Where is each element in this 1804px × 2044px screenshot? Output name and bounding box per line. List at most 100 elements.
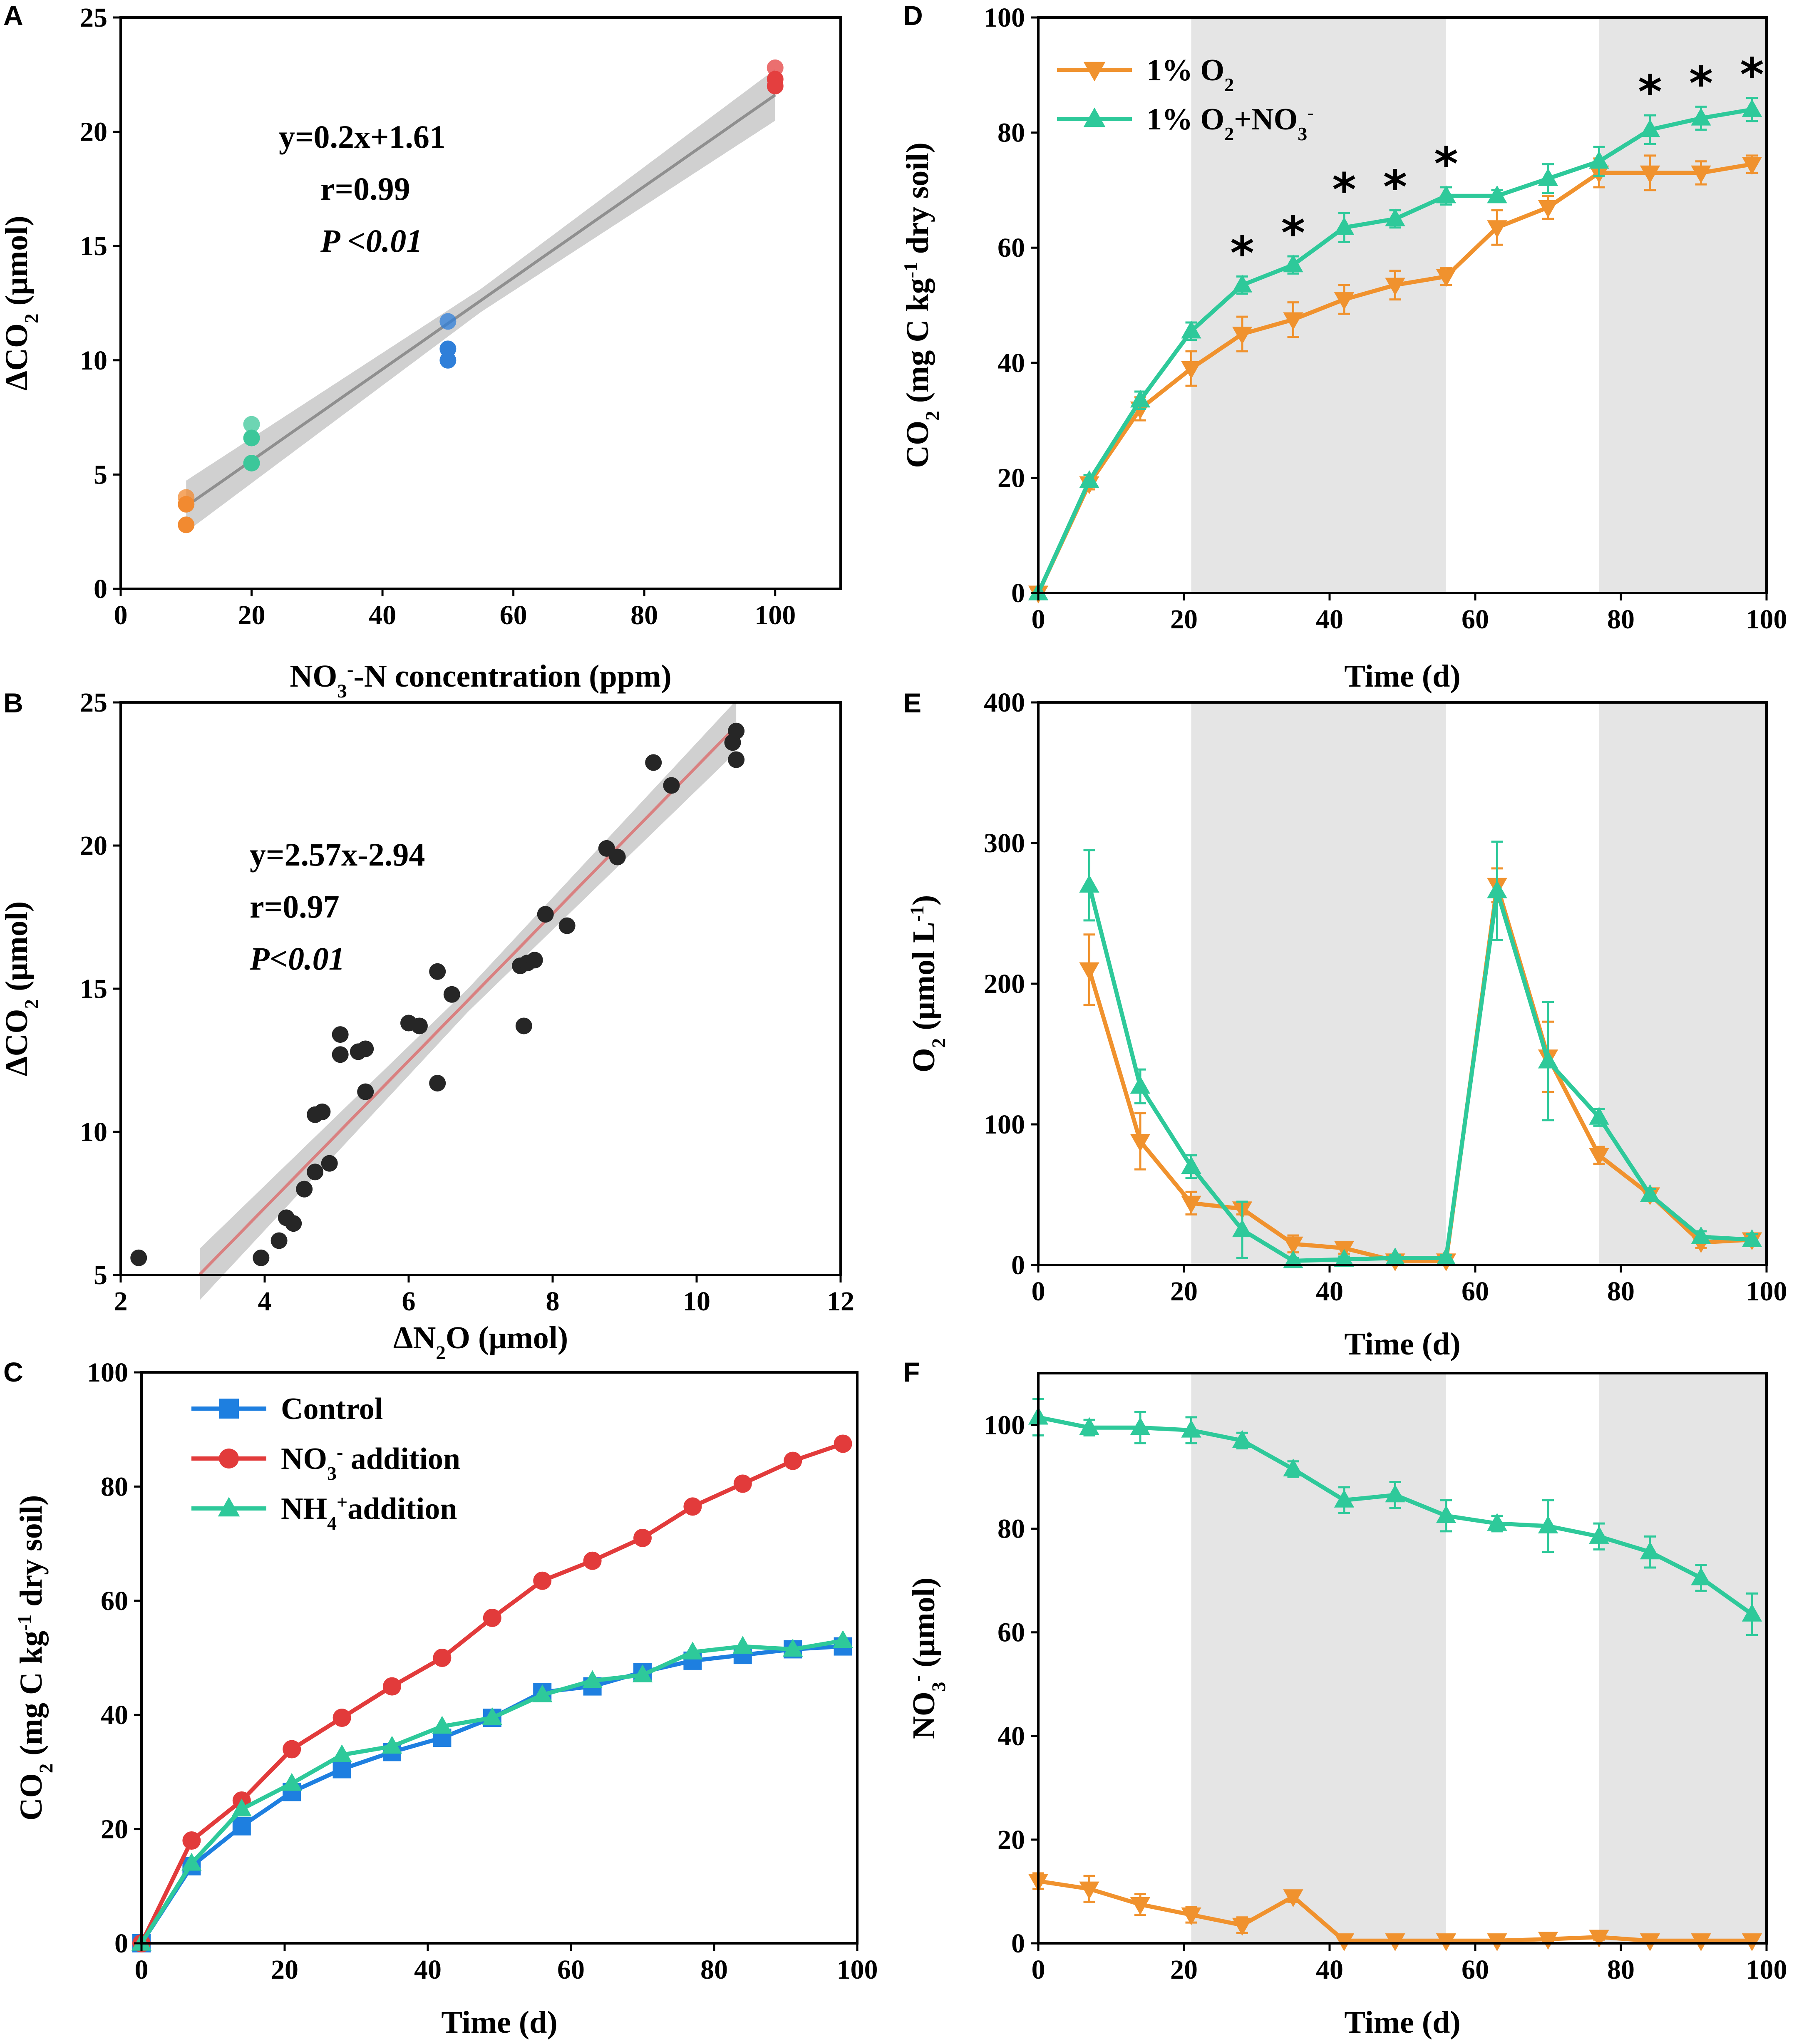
y-tick-label: 15 (80, 974, 107, 1004)
y-axis-title-part: ΔCO (0, 323, 34, 391)
data-marker (232, 1817, 251, 1836)
data-point-3-2 (767, 77, 784, 94)
data-marker (1487, 1513, 1507, 1531)
data-marker (1742, 1603, 1762, 1622)
y-axis-title-part: CO (900, 421, 935, 468)
y-axis-title-part: -1 (906, 905, 928, 922)
x-axis-title-part: Time (d) (1344, 659, 1460, 694)
data-marker (682, 1641, 703, 1660)
x-tick-label: 40 (369, 600, 396, 630)
data-marker (1079, 470, 1099, 488)
legend-marker (219, 1449, 239, 1469)
data-marker (733, 1474, 752, 1493)
legend-item-0: Control (191, 1392, 383, 1426)
legend-item-2: NH4+addition (191, 1491, 457, 1534)
annotation-2: P<0.01 (249, 940, 345, 977)
data-marker (1283, 1459, 1303, 1477)
data-marker (783, 1639, 803, 1657)
significance-star: * (1281, 206, 1305, 260)
y-axis-title-part: (μmol) (0, 901, 34, 999)
data-marker (1487, 880, 1507, 898)
data-point-1-2 (243, 454, 260, 471)
y-axis-title-part: NO (906, 1692, 941, 1739)
y-tick-label: 60 (101, 1586, 128, 1616)
data-marker (1589, 151, 1609, 169)
data-point-27 (609, 848, 626, 866)
data-marker (1283, 312, 1303, 330)
y-tick-label: 100 (984, 1109, 1025, 1140)
data-point-25 (558, 917, 576, 934)
shaded-period-0 (1191, 17, 1446, 593)
series-1-o2-no3- (1079, 841, 1762, 1268)
data-marker (1691, 1567, 1711, 1585)
data-marker (1181, 361, 1201, 379)
x-axis-title-part: Time (d) (441, 2005, 557, 2040)
data-marker (181, 1853, 202, 1871)
data-marker (1385, 278, 1405, 296)
significance-star: * (1638, 65, 1662, 119)
legend-label: 1% O2 (1146, 53, 1234, 95)
data-marker (1283, 1889, 1303, 1908)
data-marker (1232, 327, 1253, 345)
y-tick-label: 300 (984, 828, 1025, 858)
y-tick-label: 20 (998, 1825, 1025, 1855)
y-tick-label: 15 (80, 231, 107, 261)
legend-label-part: 2 (1224, 123, 1234, 144)
data-point-2-0 (439, 313, 457, 330)
y-tick-label: 60 (998, 1617, 1025, 1648)
x-tick-label: 0 (1032, 1955, 1045, 1985)
y-tick-label: 100 (984, 1410, 1025, 1441)
data-marker (1130, 1897, 1151, 1915)
y-axis-title: NO3- (μmol) (906, 1578, 950, 1739)
x-axis-title: Time (d) (1344, 659, 1460, 694)
y-axis-title-part: ΔCO (0, 1009, 34, 1076)
legend-label-part: NH (281, 1492, 327, 1526)
data-point-7 (321, 1155, 338, 1172)
y-tick-label: 0 (1011, 578, 1025, 608)
data-marker (482, 1707, 502, 1725)
x-tick-label: 60 (1462, 1955, 1489, 1985)
plot-frame (1037, 16, 1768, 594)
legend-label: Control (281, 1392, 383, 1426)
y-axis-title-part: 2 (21, 313, 42, 323)
data-marker (433, 1649, 452, 1667)
shaded-period-1 (1599, 17, 1767, 593)
y-axis-title-part: -1 (14, 1615, 35, 1631)
legend-marker (1083, 107, 1106, 127)
data-marker (632, 1664, 653, 1682)
y-axis-title-part: O (906, 1048, 941, 1072)
shaded-period-0 (1191, 1373, 1446, 1943)
data-marker (533, 1571, 552, 1590)
plot-frame (1037, 1372, 1768, 1945)
panel-label: F (903, 1357, 920, 1387)
data-marker (1130, 1134, 1151, 1152)
y-tick-label: 10 (80, 345, 107, 376)
data-point-14 (357, 1083, 374, 1100)
data-marker (1232, 1219, 1253, 1238)
panel-label: D (903, 0, 923, 31)
y-tick-label: 200 (984, 969, 1025, 999)
data-marker (1640, 165, 1660, 184)
panel-label: B (3, 687, 23, 718)
data-marker (833, 1630, 853, 1648)
x-axis-title-part: -N concentration (ppm) (354, 659, 672, 694)
data-point-2 (270, 1232, 288, 1249)
significance-star: * (1230, 226, 1254, 280)
x-tick-label: 0 (135, 1955, 149, 1985)
data-point-23 (515, 1017, 532, 1034)
x-tick-label: 100 (754, 600, 796, 630)
data-marker (1232, 1917, 1253, 1936)
data-marker (1589, 1526, 1609, 1544)
y-axis-title: ΔCO2 (μmol) (0, 216, 42, 390)
data-marker (1640, 1184, 1660, 1202)
y-tick-label: 20 (80, 831, 107, 861)
x-tick-label: 100 (1746, 1955, 1787, 1985)
data-marker (1130, 1417, 1151, 1435)
data-point-0-1 (178, 496, 195, 513)
data-marker (1079, 962, 1099, 980)
data-marker (1334, 217, 1355, 235)
shaded-period-1 (1599, 702, 1767, 1265)
annotation-0: y=0.2x+1.61 (279, 119, 446, 155)
x-axis-title: Time (d) (1344, 2005, 1460, 2040)
